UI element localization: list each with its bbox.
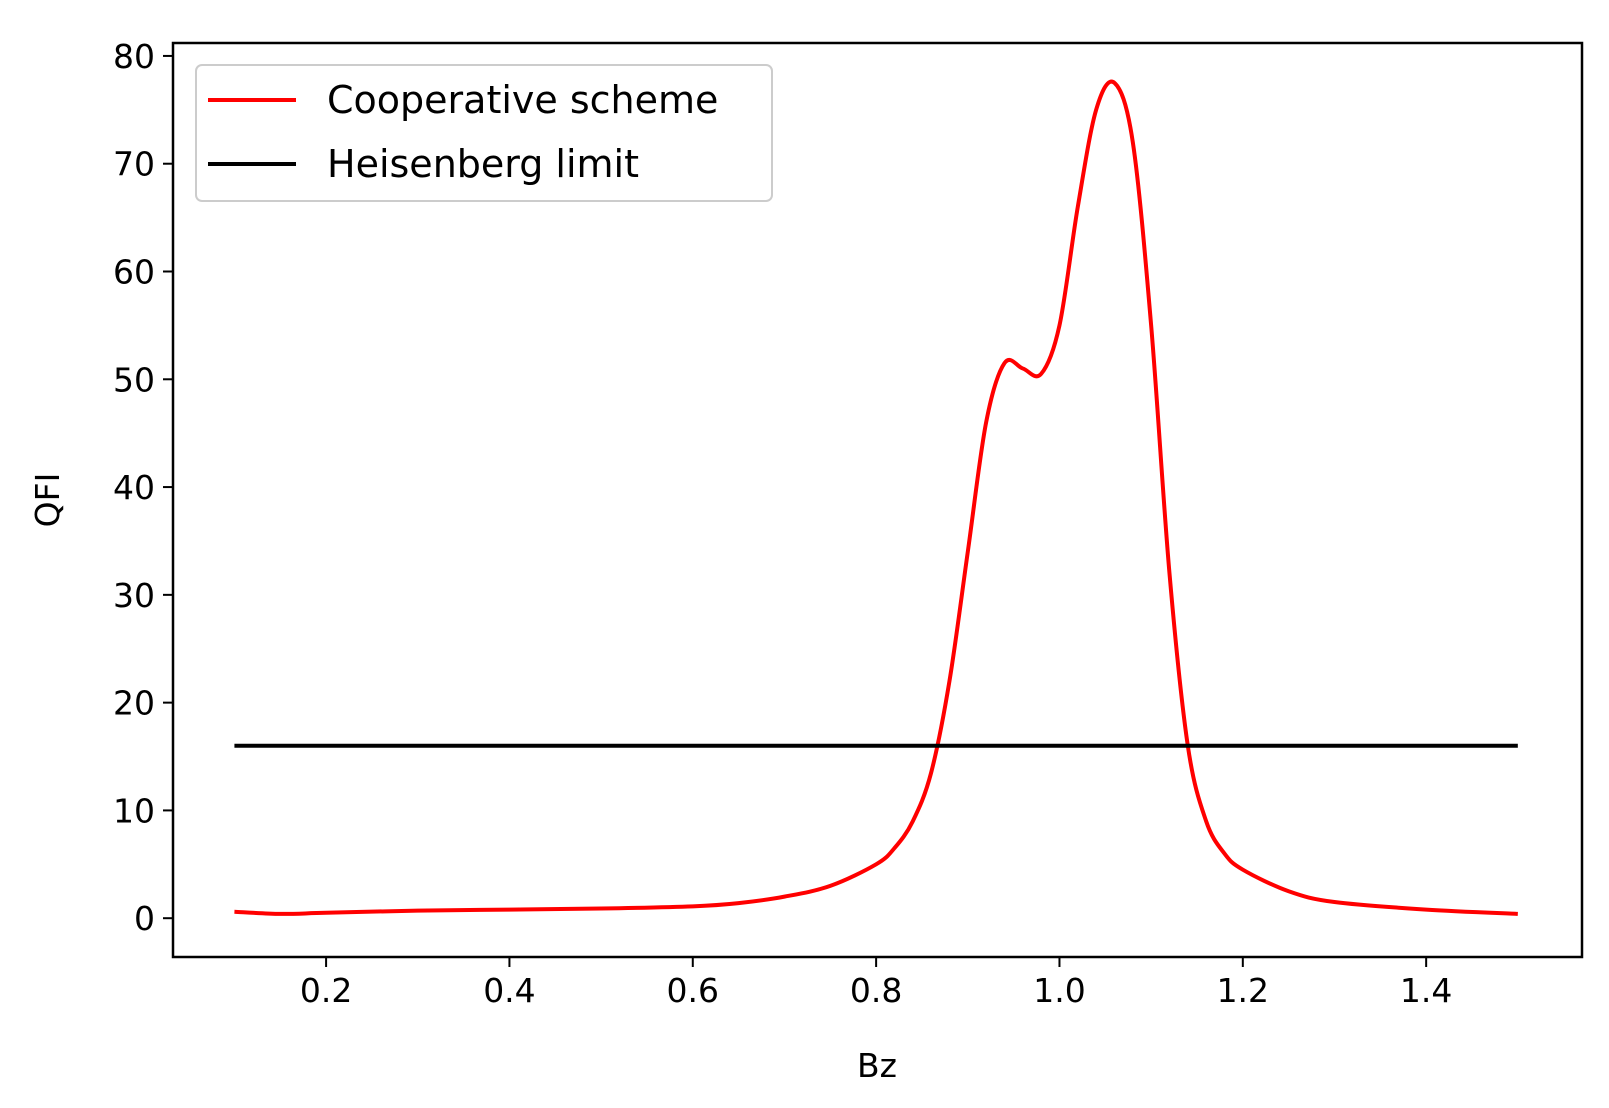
- legend-label-heisenberg-limit: Heisenberg limit: [327, 142, 639, 186]
- y-tick-label: 30: [113, 576, 155, 615]
- x-axis-label: Bz: [857, 1046, 897, 1085]
- y-axis: 0 10 20 30 40 50 60 70 80: [113, 37, 173, 938]
- legend-label-cooperative-scheme: Cooperative scheme: [327, 78, 718, 122]
- legend-box: [195, 64, 773, 202]
- y-tick-label: 20: [113, 684, 155, 723]
- series-line-cooperative-scheme: [234, 79, 1518, 916]
- x-tick-label: 0.6: [667, 971, 719, 1010]
- plot-series: [234, 79, 1518, 916]
- plot-area-frame: [171, 41, 1584, 959]
- legend: Cooperative scheme Heisenberg limit: [195, 64, 773, 202]
- y-axis-label: QFI: [28, 473, 67, 528]
- x-tick-label: 1.2: [1217, 971, 1269, 1010]
- x-tick-label: 0.2: [300, 971, 352, 1010]
- y-tick-label: 40: [113, 468, 155, 507]
- x-axis: 0.2 0.4 0.6 0.8 1.0 1.2 1.4: [300, 957, 1452, 1010]
- x-tick-label: 1.4: [1400, 971, 1452, 1010]
- y-tick-label: 70: [113, 145, 155, 184]
- y-tick-label: 50: [113, 360, 155, 399]
- x-tick-label: 0.4: [483, 971, 535, 1010]
- y-tick-label: 60: [113, 253, 155, 292]
- y-tick-label: 10: [113, 791, 155, 830]
- x-tick-label: 1.0: [1033, 971, 1085, 1010]
- y-tick-label: 80: [113, 37, 155, 76]
- y-tick-label: 0: [134, 899, 155, 938]
- x-tick-label: 0.8: [850, 971, 902, 1010]
